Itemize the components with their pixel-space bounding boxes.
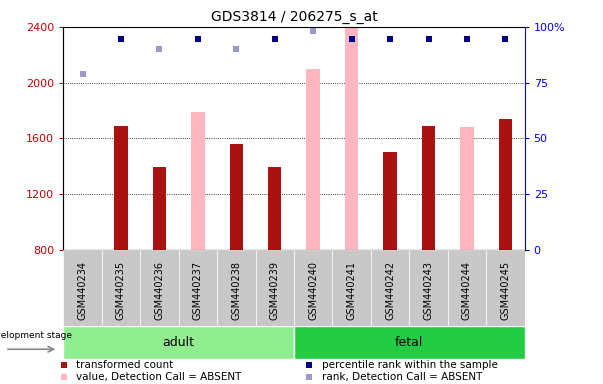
Text: GSM440244: GSM440244 [462,261,472,320]
Text: value, Detection Call = ABSENT: value, Detection Call = ABSENT [76,371,241,382]
Bar [63,326,294,359]
Bar [499,119,512,250]
Text: rank, Detection Call = ABSENT: rank, Detection Call = ABSENT [321,371,482,382]
Bar [447,250,486,326]
Bar [256,250,294,326]
Text: GSM440234: GSM440234 [78,261,87,320]
Text: GSM440241: GSM440241 [347,261,356,320]
Bar [486,250,525,326]
Text: percentile rank within the sample: percentile rank within the sample [321,360,497,370]
Text: GSM440242: GSM440242 [385,261,395,320]
Bar [140,250,178,326]
Bar [102,250,140,326]
Bar [230,144,243,250]
Text: development stage: development stage [0,331,72,340]
Text: GSM440240: GSM440240 [308,261,318,320]
Text: transformed count: transformed count [76,360,173,370]
Bar [409,250,447,326]
Bar [306,69,320,250]
Text: GSM440235: GSM440235 [116,261,126,320]
Bar [178,250,217,326]
Bar [421,126,435,250]
Bar [460,127,474,250]
Text: GSM440239: GSM440239 [270,261,280,320]
Bar [294,326,525,359]
Title: GDS3814 / 206275_s_at: GDS3814 / 206275_s_at [210,10,377,25]
Text: GSM440236: GSM440236 [154,261,165,320]
Bar [63,250,102,326]
Bar [294,250,332,326]
Text: adult: adult [163,336,195,349]
Text: GSM440243: GSM440243 [423,261,434,320]
Bar [371,250,409,326]
Bar [384,152,397,250]
Bar [268,167,282,250]
Text: GSM440237: GSM440237 [193,261,203,320]
Text: GSM440245: GSM440245 [500,261,510,320]
Bar [345,23,358,250]
Text: fetal: fetal [395,336,423,349]
Bar [153,167,166,250]
Bar [191,112,204,250]
Bar [332,250,371,326]
Text: GSM440238: GSM440238 [232,261,241,320]
Bar [114,126,128,250]
Bar [217,250,256,326]
